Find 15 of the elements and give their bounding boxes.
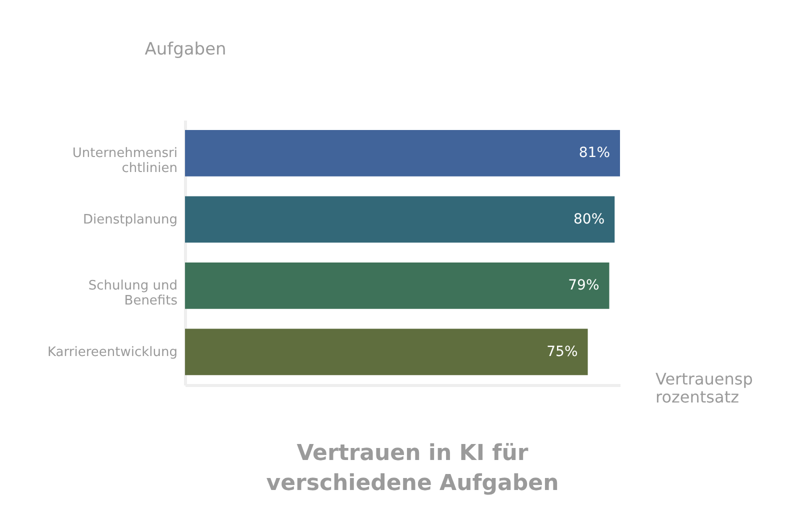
y-axis-title: Aufgaben bbox=[144, 40, 226, 60]
data-label: 79% bbox=[568, 278, 600, 294]
text: Vertrauen in KI für verschiedene Aufgaben bbox=[266, 441, 559, 496]
y-tick-label: Dienstplanung bbox=[82, 212, 178, 228]
data-label: 81% bbox=[578, 145, 610, 162]
y-tick-label: Schulung und Benefits bbox=[88, 278, 178, 309]
bar bbox=[185, 196, 615, 243]
y-tick-label: Karriereentwicklung bbox=[48, 344, 178, 360]
bar bbox=[185, 328, 588, 376]
bar bbox=[185, 262, 610, 309]
bar bbox=[185, 130, 620, 176]
data-label: 80% bbox=[574, 211, 605, 228]
x-axis-title: Vertrauensprozentsatz bbox=[656, 370, 753, 406]
data-label: 75% bbox=[546, 344, 578, 360]
y-tick-label: Unternehmensrichtlinien bbox=[72, 146, 178, 176]
